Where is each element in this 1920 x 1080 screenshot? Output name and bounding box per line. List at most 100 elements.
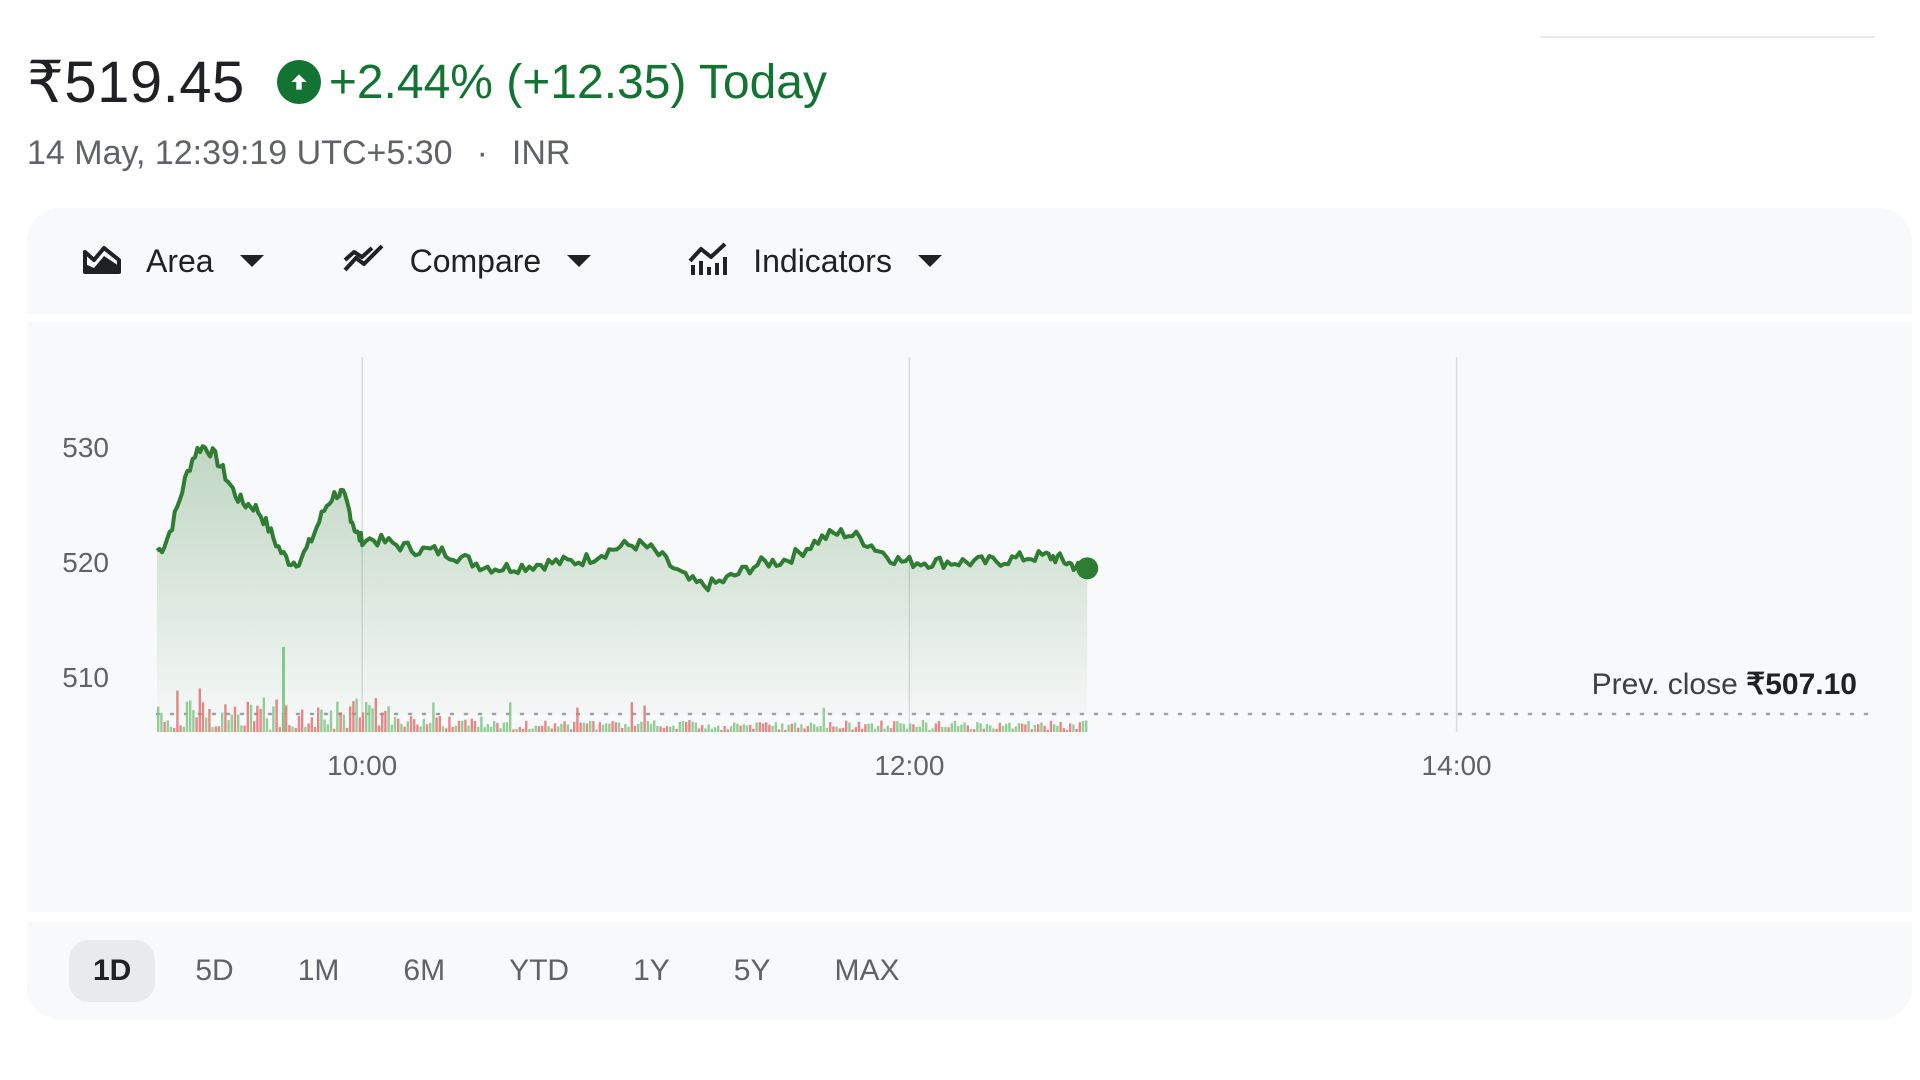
volume-bar <box>582 722 585 732</box>
compare-dropdown[interactable]: Compare <box>322 231 612 291</box>
volume-bar <box>189 700 192 732</box>
volume-bar <box>915 726 918 732</box>
volume-bar <box>656 725 659 732</box>
volume-bar <box>457 720 461 732</box>
volume-bar <box>733 722 736 732</box>
x-tick-label: 10:00 <box>327 750 397 781</box>
range-ytd[interactable]: YTD <box>509 954 570 987</box>
volume-bar <box>518 726 521 732</box>
range-1d[interactable]: 1D <box>69 940 156 1002</box>
volume-bar <box>947 727 950 732</box>
volume-bar <box>985 724 989 732</box>
volume-bar <box>886 725 889 732</box>
range-6m[interactable]: 6M <box>403 954 446 987</box>
volume-bar <box>499 728 502 732</box>
volume-bar <box>1059 722 1062 732</box>
volume-bar <box>662 727 665 732</box>
volume-bar <box>781 723 784 732</box>
volume-bar <box>547 726 550 732</box>
volume-bar <box>857 721 861 732</box>
volume-bar <box>205 717 208 732</box>
volume-bar <box>1011 728 1014 732</box>
volume-bar <box>685 721 688 732</box>
volume-bar <box>384 710 387 732</box>
volume-bar <box>422 718 425 732</box>
y-tick-label: 510 <box>62 662 109 693</box>
volume-bar <box>473 721 477 732</box>
volume-bar <box>525 720 528 732</box>
volume-bar <box>1085 720 1088 732</box>
meta-separator: · <box>476 134 488 172</box>
volume-bar <box>659 726 662 732</box>
price-area-fill <box>157 446 1088 714</box>
volume-bar <box>233 706 237 732</box>
area-dropdown[interactable]: Area <box>62 231 284 291</box>
volume-bar <box>493 721 496 732</box>
volume-bar <box>1043 725 1046 732</box>
volume-bar <box>221 712 224 732</box>
range-5d[interactable]: 5D <box>195 954 234 987</box>
volume-bar <box>464 719 467 732</box>
volume-bar <box>937 721 941 732</box>
range-1y[interactable]: 1Y <box>633 954 670 987</box>
volume-bar <box>1075 728 1078 732</box>
volume-bar <box>921 720 925 732</box>
price-chart-svg: 10:00 12:00 14:00 530 520 510 Prev. close ₹507… <box>62 357 1869 781</box>
volume-bar <box>259 708 262 732</box>
volume-bar <box>256 705 259 732</box>
chevron-down-icon <box>567 255 592 267</box>
prev-close-label: Prev. close ₹507.10 <box>1592 668 1857 701</box>
volume-bar <box>406 721 409 732</box>
volume-bar <box>349 706 352 732</box>
volume-bar <box>1005 723 1008 732</box>
volume-bar <box>1065 729 1069 732</box>
volume-bar <box>966 725 969 732</box>
volume-bar <box>521 728 525 732</box>
volume-bar <box>806 725 809 732</box>
volume-bar <box>336 701 339 732</box>
volume-bar <box>377 725 381 732</box>
top-divider <box>1540 36 1875 38</box>
volume-bar <box>454 725 457 732</box>
range-max[interactable]: MAX <box>834 954 900 987</box>
volume-bar <box>345 727 349 732</box>
volume-bar <box>637 723 640 732</box>
range-1m[interactable]: 1M <box>297 954 340 987</box>
volume-bar <box>544 720 547 732</box>
volume-bar <box>752 728 755 732</box>
range-5y[interactable]: 5Y <box>733 954 771 987</box>
volume-bar <box>563 721 566 732</box>
volume-bar <box>1081 721 1085 732</box>
volume-bar <box>435 717 438 732</box>
volume-bar <box>848 722 851 732</box>
volume-bar <box>1046 730 1049 732</box>
price-header: ₹519.45 +2.44% (+12.35) Today <box>27 48 827 116</box>
volume-bar <box>883 728 886 732</box>
indicators-dropdown[interactable]: Indicators <box>667 231 962 291</box>
price-chart[interactable]: 10:00 12:00 14:00 530 520 510 Prev. close ₹507… <box>27 322 1912 920</box>
volume-bar <box>585 723 589 732</box>
volume-bar <box>253 721 256 732</box>
volume-bar <box>598 722 601 732</box>
volume-bar <box>441 726 445 732</box>
volume-bar <box>800 724 803 732</box>
current-point <box>1076 557 1099 580</box>
volume-bar <box>755 722 758 732</box>
volume-bar <box>537 726 541 732</box>
volume-bar <box>486 724 489 732</box>
volume-bar <box>272 706 275 732</box>
volume-bar <box>608 723 611 732</box>
volume-bar <box>214 726 217 732</box>
volume-bar <box>761 723 765 732</box>
volume-bar <box>669 726 672 732</box>
volume-bar <box>992 728 995 732</box>
volume-bar <box>438 716 441 732</box>
volume-bar <box>557 726 560 732</box>
volume-bar <box>509 702 512 732</box>
volume-bar <box>640 721 643 732</box>
area-chart-icon <box>82 242 122 281</box>
volume-bar <box>192 710 195 732</box>
volume-bar <box>278 727 281 732</box>
volume-bar <box>592 721 595 732</box>
volume-bar <box>713 727 717 732</box>
